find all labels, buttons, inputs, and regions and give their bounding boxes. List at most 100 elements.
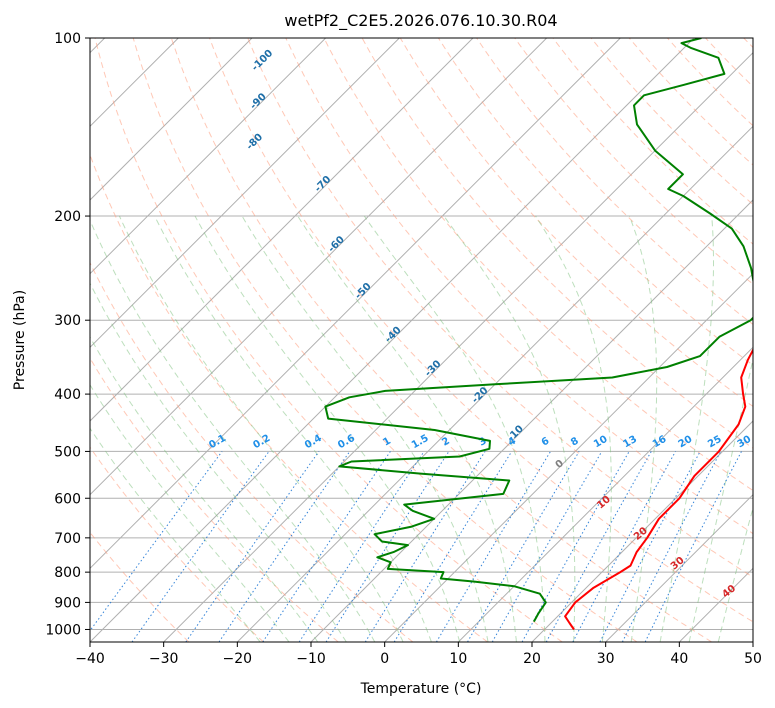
mixing-ratio-line — [644, 451, 742, 642]
moist-adiabat-line — [688, 356, 753, 642]
isopleths — [90, 38, 753, 642]
mixing-ratio-label: 4 — [507, 436, 519, 449]
isotherm-line — [90, 38, 621, 570]
moist-adiabat-line — [659, 215, 714, 642]
moist-adiabat-label: 0 — [554, 458, 566, 471]
chart-title: wetPf2_C2E5.2026.076.10.30.R04 — [284, 11, 557, 31]
dry-adiabat-line — [667, 38, 753, 127]
y-tick-label: 100 — [54, 31, 81, 47]
isotherm-line — [678, 567, 753, 642]
moist-adiabat-label: 10 — [595, 494, 613, 511]
mixing-ratio-line — [298, 451, 425, 642]
dry-adiabat-line — [90, 531, 190, 642]
plot-frame — [89, 37, 754, 643]
dry-adiabat-line — [170, 38, 712, 642]
dry-adiabat-line — [94, 38, 563, 642]
mixing-ratio-label: 6 — [540, 436, 552, 449]
x-tick-label: −10 — [296, 651, 326, 667]
moist-adiabat-line — [90, 218, 376, 642]
moist-adiabat-line — [443, 215, 576, 642]
dry-adiabat-line — [323, 38, 753, 492]
y-tick-label: 1000 — [45, 622, 81, 638]
y-axis-ticks: 1000 900 800 700 600 500 400 300 200 100 — [45, 31, 90, 638]
mixing-ratio-label: 13 — [621, 434, 639, 451]
mixing-ratio-label: 1.5 — [410, 433, 431, 451]
moist-adiabat-line — [629, 215, 658, 642]
isotherm-line — [163, 51, 753, 642]
mixing-ratio-line — [521, 451, 630, 642]
mixing-ratio-label: 0.4 — [303, 433, 324, 451]
mixing-ratio-line — [131, 451, 270, 642]
moist-adiabat-line — [363, 215, 546, 642]
dry-adiabat-line — [743, 38, 753, 49]
dry-adiabat-label: -60 — [326, 234, 347, 255]
moist-adiabat-line — [241, 215, 489, 642]
isotherm-line — [90, 38, 400, 349]
mixing-ratio-label: 36 — [761, 434, 775, 451]
mixing-ratio-label: 1 — [381, 436, 393, 449]
mixing-ratio-line — [621, 451, 722, 642]
y-tick-label: 400 — [54, 387, 81, 403]
y-tick-label: 700 — [54, 531, 81, 547]
isotherm-line — [752, 641, 753, 642]
dry-adiabat-line — [476, 38, 753, 326]
dry-adiabat-line — [90, 357, 339, 642]
y-tick-label: 900 — [54, 595, 81, 611]
moist-adiabat-line — [118, 215, 404, 642]
gridlines — [90, 38, 753, 642]
x-tick-label: −40 — [75, 651, 105, 667]
x-tick-label: −20 — [223, 651, 253, 667]
dewpoint-profile-line — [324, 38, 753, 623]
x-axis-ticks: −40 −30 −20 −10 0 10 20 30 40 50 — [75, 642, 762, 667]
mixing-ratio-line — [364, 451, 486, 642]
mixing-ratio-label: 8 — [569, 436, 581, 449]
mixing-ratio-label: 10 — [592, 434, 610, 451]
dry-adiabat-line — [285, 38, 753, 535]
x-axis-label: Temperature (°C) — [360, 681, 482, 697]
moist-adiabat-line — [90, 282, 347, 642]
moist-adiabat-line — [194, 215, 461, 642]
x-tick-label: 10 — [449, 651, 467, 667]
x-tick-label: 50 — [744, 651, 762, 667]
dry-adiabat-line — [437, 38, 753, 366]
mixing-ratio-label: 0.6 — [336, 433, 357, 451]
dry-adiabat-label: -90 — [248, 91, 269, 112]
dry-adiabat-line — [90, 153, 488, 642]
mixing-ratio-line — [325, 451, 450, 642]
dry-adiabat-label: -30 — [423, 359, 444, 380]
dry-adiabat-line — [90, 261, 414, 642]
x-tick-label: 20 — [523, 651, 541, 667]
x-tick-label: 40 — [670, 651, 688, 667]
mixing-ratio-line — [545, 451, 652, 642]
dry-adiabat-line — [247, 38, 753, 578]
isotherm-line — [90, 38, 548, 496]
y-tick-label: 300 — [54, 313, 81, 329]
y-tick-label: 500 — [54, 444, 81, 460]
x-tick-label: 0 — [380, 651, 389, 667]
mixing-ratio-label: 0.2 — [251, 433, 272, 451]
moist-adiabat-line — [90, 336, 319, 642]
isotherm-line — [605, 493, 753, 642]
mixing-ratio-line — [572, 451, 676, 642]
isotherm-line — [310, 199, 753, 642]
y-tick-label: 200 — [54, 209, 81, 225]
y-tick-label: 600 — [54, 491, 81, 507]
isotherm-line — [236, 125, 753, 642]
y-tick-label: 800 — [54, 565, 81, 581]
moist-adiabat-label: 20 — [632, 525, 650, 542]
dry-adiabat-label: -20 — [470, 385, 491, 406]
mixing-ratio-label: 2 — [440, 436, 452, 449]
mixing-ratio-label: 16 — [651, 434, 669, 451]
plot-area: -100-90-80-70-60-50-40-30-20-100.1 0.2 0.4… — [90, 38, 775, 642]
isotherm-line — [457, 346, 753, 642]
mixing-ratio-label: 3 — [477, 436, 489, 449]
mixing-ratio-line — [599, 451, 701, 642]
mixing-ratio-label: 0.1 — [207, 433, 228, 451]
mixing-ratio-line — [262, 451, 391, 642]
isotherm-line — [384, 272, 753, 642]
isotherm-line — [90, 38, 253, 201]
y-axis-label: Pressure (hPa) — [12, 290, 28, 390]
temperature-profile-line — [564, 347, 753, 631]
dry-adiabat-line — [90, 446, 264, 642]
